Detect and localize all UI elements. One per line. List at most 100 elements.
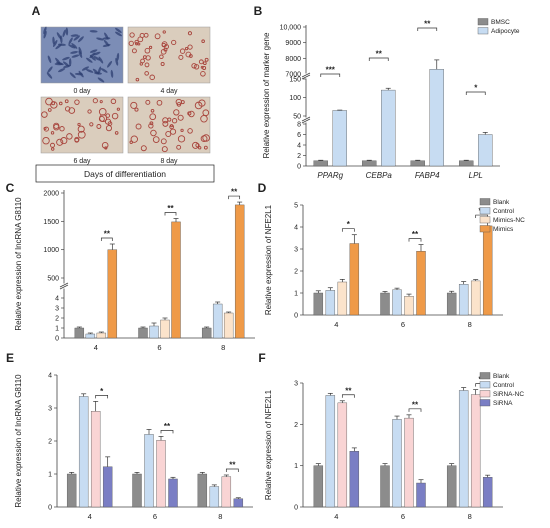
lipid-droplet: [99, 114, 108, 123]
panel-a: 0 day 4 day 6 day 8 day Days of differentiat…: [35, 26, 215, 183]
bar: [132, 473, 142, 508]
cell-shape: [102, 44, 111, 47]
lipid-droplet: [177, 135, 186, 143]
axis-break-mark: [301, 74, 311, 80]
micrograph-label: 6 day: [73, 158, 91, 165]
lipid-droplet: [198, 59, 204, 65]
legend-swatch: [479, 216, 491, 224]
significance-bracket: [341, 228, 355, 232]
legend-swatch: [479, 225, 491, 233]
significance-label: *: [100, 387, 104, 396]
cell-shape: [85, 69, 94, 73]
significance-bracket: [368, 57, 389, 61]
lipid-droplet: [135, 123, 142, 130]
y-tick-label: 9000: [285, 40, 301, 47]
legend-label: Blank: [493, 199, 510, 206]
y-tick-label: 4: [297, 143, 301, 150]
x-tick-label: 8: [218, 512, 222, 521]
micrograph-label: 4 day: [160, 88, 178, 95]
lipid-droplet: [187, 111, 192, 116]
bar: [325, 290, 336, 316]
bar: [160, 319, 170, 339]
y-tick-label: 5: [294, 203, 298, 210]
bar: [201, 327, 212, 339]
y-tick-label: 0: [294, 313, 298, 320]
legend-label: BMSC: [491, 19, 510, 26]
micrograph-caption: Days of differentiation: [84, 169, 166, 179]
lipid-droplet: [198, 146, 202, 150]
x-tick-label: 8: [468, 320, 472, 329]
bar: [416, 250, 426, 316]
lipid-droplet: [131, 48, 137, 54]
lipid-droplet: [77, 125, 85, 133]
lipid-droplet: [130, 135, 138, 143]
y-tick-label: 1: [55, 326, 59, 333]
lipid-droplet: [162, 30, 166, 34]
cell-shape: [62, 61, 70, 67]
lipid-droplet: [149, 121, 154, 126]
lipid-droplet: [161, 42, 167, 48]
lipid-droplet: [145, 99, 151, 105]
lipid-droplet: [104, 118, 112, 125]
panel-letter-c: C: [6, 181, 15, 195]
y-tick-label: 2: [48, 439, 52, 446]
cell-shape: [55, 57, 61, 65]
significance-bracket: [100, 237, 113, 241]
lipid-droplet: [53, 124, 60, 131]
cell-shape: [93, 51, 101, 56]
bar: [156, 440, 166, 508]
cell-shape: [68, 37, 73, 45]
y-tick-label: 2: [55, 316, 59, 323]
lipid-droplet: [184, 46, 189, 51]
y-tick-label: 150: [289, 77, 301, 84]
x-tick-label: 6: [401, 320, 405, 329]
lipid-droplet: [187, 31, 193, 36]
lipid-droplet: [128, 40, 134, 46]
lipid-droplet: [203, 61, 207, 66]
lipid-droplet: [162, 120, 169, 127]
significance-label: **: [424, 20, 431, 29]
bar: [446, 465, 457, 508]
lipid-droplet: [202, 134, 210, 142]
lipid-droplet: [130, 101, 138, 109]
cell-shape: [46, 72, 53, 79]
bar: [381, 89, 396, 167]
y-tick-label: 1: [294, 291, 298, 298]
micrograph-8-day: 8 day: [127, 96, 211, 165]
y-tick-label: 1: [48, 472, 52, 479]
bar: [96, 332, 107, 339]
legend-label: Control: [493, 382, 515, 389]
bar: [349, 451, 360, 508]
lipid-droplet: [74, 137, 80, 143]
bar: [416, 482, 426, 508]
cell-shape: [97, 77, 105, 83]
cell-shape: [102, 37, 111, 40]
y-axis-label: Relative expression of NFE2L1: [264, 204, 273, 315]
lipid-droplet: [185, 51, 192, 58]
lipid-droplet: [167, 117, 172, 122]
bar: [223, 312, 234, 339]
lipid-droplet: [169, 124, 175, 130]
bar: [332, 110, 347, 167]
y-axis-label: Relative expression of lncRNA G8110: [14, 197, 23, 331]
y-tick-label: 50: [293, 114, 301, 121]
bar: [458, 390, 469, 508]
significance-label: **: [164, 422, 171, 431]
lipid-droplet: [145, 55, 151, 61]
panel-letter-a: A: [32, 4, 41, 18]
cell-shape: [74, 72, 83, 76]
bar: [446, 292, 457, 316]
bar: [209, 486, 220, 508]
bar: [85, 333, 96, 339]
panel-letter-d: D: [258, 181, 267, 195]
bar: [337, 402, 348, 508]
bar: [362, 160, 377, 167]
bar: [337, 281, 348, 316]
bar: [144, 434, 154, 508]
lipid-droplet: [160, 48, 167, 55]
lipid-droplet: [200, 65, 204, 69]
micrograph-0-day: 0 day: [40, 26, 124, 95]
lipid-droplet: [150, 108, 155, 113]
cell-shape: [78, 46, 82, 55]
